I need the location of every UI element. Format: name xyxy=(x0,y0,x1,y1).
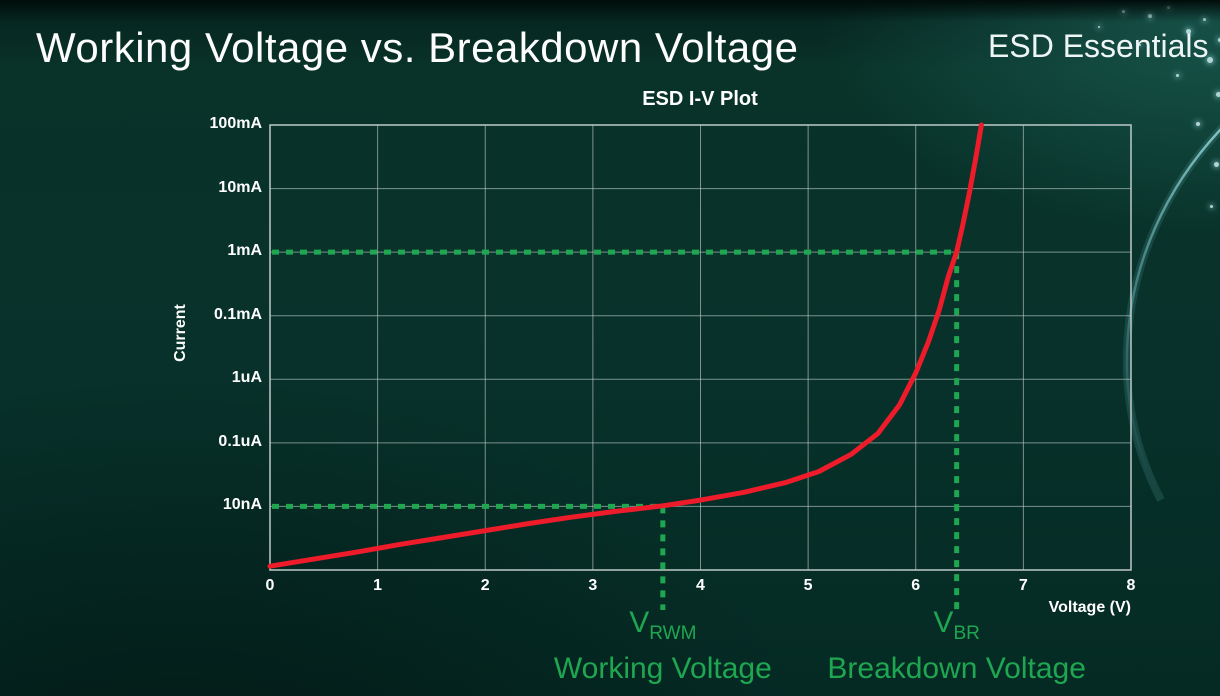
vrwm-label: VRWM xyxy=(554,606,772,651)
decorative-dot xyxy=(1218,38,1220,42)
x-axis-label: Voltage (V) xyxy=(1048,599,1131,616)
decorative-dot xyxy=(1196,122,1200,126)
x-tick-label: 0 xyxy=(265,577,275,594)
decorative-dot xyxy=(1176,74,1179,77)
x-tick-label: 7 xyxy=(1018,577,1028,594)
y-tick-label: 0.1uA xyxy=(218,432,262,450)
working-voltage-caption: Working Voltage xyxy=(553,652,772,685)
brand-wordmark: ESD Essentials xyxy=(988,28,1209,64)
x-tick-label: 1 xyxy=(373,577,383,594)
decorative-dot xyxy=(1139,44,1142,47)
annotation-working-voltage: VRWM Working Voltage xyxy=(554,606,772,685)
x-tick-label: 8 xyxy=(1126,577,1136,594)
y-tick-label: 0.1mA xyxy=(213,305,262,323)
vbr-symbol: V xyxy=(933,606,954,639)
y-tick-label: 10nA xyxy=(222,496,262,514)
decorative-dot xyxy=(1216,92,1220,97)
vrwm-symbol: V xyxy=(629,606,650,639)
decorative-dot xyxy=(1098,26,1101,29)
x-tick-label: 6 xyxy=(911,577,921,594)
y-tick-label: 10mA xyxy=(218,178,262,196)
vbr-subscript: BR xyxy=(953,623,980,644)
y-tick-label: 1mA xyxy=(227,242,262,260)
decorative-dot xyxy=(1186,29,1191,34)
annotation-breakdown-voltage: VBR Breakdown Voltage xyxy=(827,606,1086,685)
vbr-label: VBR xyxy=(827,606,1086,651)
decorative-dot xyxy=(1214,162,1219,167)
vrwm-subscript: RWM xyxy=(649,623,697,644)
y-tick-label: 100mA xyxy=(209,115,262,132)
chart-title: ESD I-V Plot xyxy=(642,88,758,110)
x-tick-label: 3 xyxy=(588,577,598,594)
x-tick-label: 4 xyxy=(696,577,705,594)
y-tick-label: 1uA xyxy=(231,369,262,387)
breakdown-voltage-caption: Breakdown Voltage xyxy=(827,652,1086,685)
slide-title: Working Voltage vs. Breakdown Voltage xyxy=(36,24,799,71)
decorative-dot xyxy=(1210,205,1214,209)
x-tick-label: 5 xyxy=(803,577,813,594)
decorative-dot xyxy=(1207,57,1213,63)
x-tick-label: 2 xyxy=(480,577,490,594)
